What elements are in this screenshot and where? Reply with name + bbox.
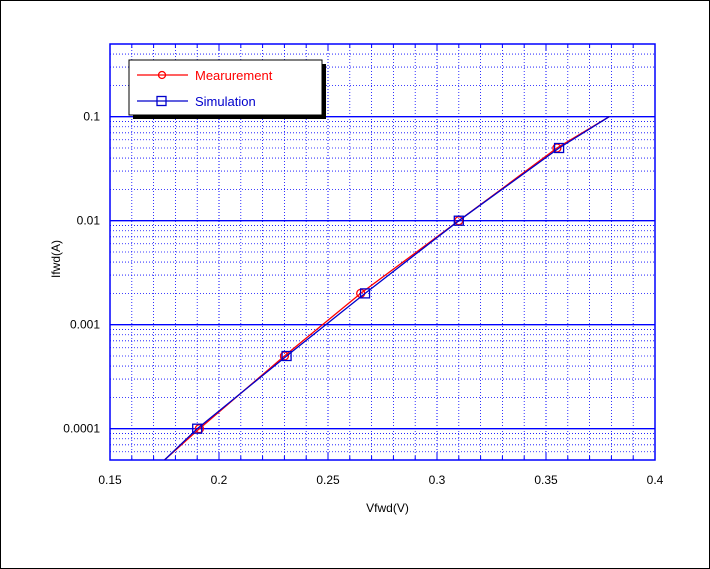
x-tick-label: 0.3 <box>429 473 446 487</box>
x-tick-label: 0.4 <box>647 473 664 487</box>
y-tick-label: 0.001 <box>70 318 100 332</box>
x-tick-label: 0.2 <box>211 473 228 487</box>
x-tick-label: 0.35 <box>534 473 558 487</box>
series-line <box>164 116 610 460</box>
legend-label: Simulation <box>195 94 256 109</box>
y-tick-label: 0.1 <box>83 110 100 124</box>
x-axis-title: Vfwd(V) <box>366 501 409 515</box>
series-line <box>164 116 610 460</box>
plot-area-frame <box>109 43 656 461</box>
legend-marker-square <box>156 95 167 107</box>
data-point-square <box>281 350 292 362</box>
data-point-square <box>192 423 203 434</box>
y-tick-label: 0.01 <box>77 214 101 228</box>
data-point-square <box>553 142 565 154</box>
data-point-square <box>359 288 371 299</box>
legend: Mearurement Simulation <box>128 59 326 119</box>
y-tick-label: 0.0001 <box>63 422 100 436</box>
x-tick-label: 0.15 <box>98 473 122 487</box>
legend-label: Mearurement <box>195 68 273 83</box>
legend-marker-circle <box>157 70 167 80</box>
series-simulation <box>164 116 610 460</box>
x-tick-label: 0.25 <box>316 473 340 487</box>
y-axis-title: Ifwd(A) <box>49 240 63 278</box>
series-mearurement <box>164 116 610 460</box>
data-point-square <box>453 215 464 226</box>
